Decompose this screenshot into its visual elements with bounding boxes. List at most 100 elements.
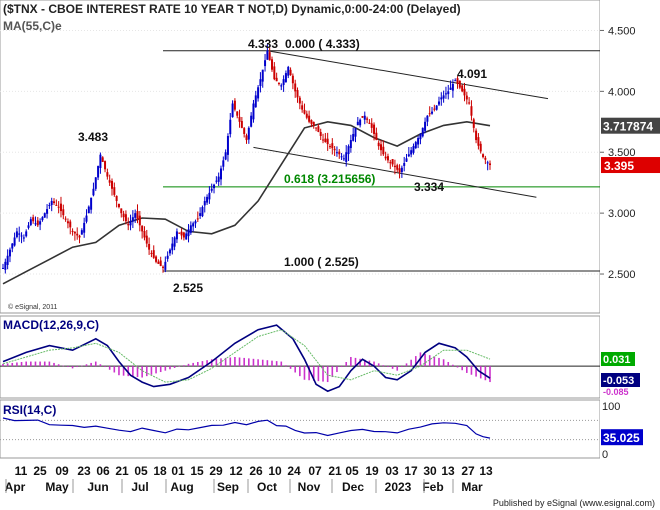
candle-body (444, 93, 447, 95)
macd-histogram-bar (81, 365, 83, 367)
candle-body (201, 207, 204, 217)
candle-body (171, 243, 174, 251)
macd-histogram-bar (261, 359, 264, 367)
x-tick-label: 21 (328, 464, 342, 478)
candle-body (143, 230, 146, 238)
macd-histogram-bar (424, 353, 426, 367)
macd-histogram-bar (6, 363, 9, 367)
candle-body (391, 159, 394, 165)
candle-body (87, 206, 90, 214)
candle-body (284, 73, 287, 83)
macd-histogram-bar (438, 357, 440, 367)
candle-body (101, 157, 104, 162)
candle-body (71, 230, 74, 232)
candle-body (66, 221, 69, 224)
macd-histogram-bar (303, 366, 306, 380)
annotation-label: 4.333 (248, 37, 278, 51)
macd-histogram-bar (192, 362, 194, 367)
candle-body (136, 211, 139, 220)
candle-body (345, 152, 348, 162)
candle-body (50, 200, 53, 206)
macd-histogram-bar (294, 366, 296, 373)
macd-histogram-bar (447, 362, 450, 367)
macd-histogram-bar (136, 366, 139, 378)
candle-body (482, 154, 485, 158)
candle-body (317, 126, 320, 132)
x-month-label: Apr (5, 480, 26, 494)
candle-body (261, 69, 264, 82)
macd-histogram-bar (345, 362, 348, 367)
candle-body (180, 231, 183, 236)
macd-histogram-bar (373, 361, 375, 367)
x-tick-label: 13 (479, 464, 493, 478)
annotation-label: 3.334 (414, 180, 444, 194)
candle-body (435, 105, 438, 110)
macd-histogram-bar (285, 365, 287, 367)
candle-body (375, 132, 378, 141)
candle-body (215, 180, 218, 182)
candle-body (280, 85, 283, 87)
candle-body (291, 75, 294, 84)
ma-line (2, 120, 491, 285)
x-tick-label: 24 (287, 464, 301, 478)
candle-body (6, 255, 9, 265)
macd-histogram-bar (201, 361, 204, 367)
macd-histogram-bar (387, 366, 389, 368)
macd-histogram-bar (67, 366, 69, 368)
candle-body (373, 124, 376, 134)
candle-body (308, 115, 311, 122)
macd-histogram-bar (127, 366, 130, 377)
candle-body (324, 138, 327, 143)
macd-histogram-bar (108, 366, 111, 370)
macd-histogram-bar (275, 361, 278, 367)
candle-body (347, 146, 350, 155)
macd-histogram-bar (238, 357, 241, 367)
rsi-y-tick: 0 (602, 449, 608, 461)
candle-body (203, 200, 206, 206)
candle-body (76, 233, 79, 236)
candle-body (145, 235, 148, 244)
x-tick-label: 15 (190, 464, 204, 478)
candle-body (4, 261, 7, 270)
annotation-label: 2.525 (173, 281, 203, 295)
rsi-line (2, 417, 491, 439)
candle-body (389, 162, 392, 164)
candle-body (189, 225, 192, 233)
candles (2, 44, 491, 274)
candle-body (273, 66, 276, 80)
candle-body (187, 229, 190, 237)
candle-body (275, 77, 278, 82)
x-tick-label: 13 (441, 464, 455, 478)
macd-histogram-bar (442, 359, 445, 367)
y-axis: 2.500 3.000 3.500 4.000 4.500 3.395 3.717874 (600, 25, 660, 281)
candle-body (162, 266, 165, 268)
y-tick-label: 3.500 (608, 147, 636, 159)
candle-body (458, 80, 461, 88)
candle-body (243, 128, 246, 134)
macd-histogram-bar (118, 366, 120, 376)
candle-body (437, 101, 440, 105)
x-month-label: Feb (422, 480, 443, 494)
x-axis: 11 25 09 23 06 21 05 18 01 15 29 12 26 10 24 07 21 05 19 03… (5, 464, 493, 494)
candle-body (312, 121, 315, 126)
candle-body (431, 111, 434, 114)
x-month-label: Oct (257, 480, 277, 494)
candle-body (289, 69, 292, 76)
macd-histogram-bar (489, 366, 491, 383)
candle-body (8, 249, 11, 257)
candle-body (236, 111, 239, 116)
macd-histogram-bar (396, 366, 399, 371)
macd-histogram-bar (414, 356, 417, 367)
macd-histogram-bar (94, 361, 97, 367)
candle-body (475, 130, 478, 141)
macd-histogram-bar (57, 364, 60, 367)
macd-histogram-bar (113, 366, 116, 373)
candle-body (268, 52, 271, 61)
macd-histogram-bar (234, 357, 236, 367)
candle-body (368, 122, 371, 124)
macd-histogram-bar (248, 358, 250, 367)
candle-body (412, 146, 415, 153)
macd-histogram-bar (410, 359, 412, 367)
candle-body (138, 215, 141, 226)
macd-histogram-bar (466, 366, 468, 373)
